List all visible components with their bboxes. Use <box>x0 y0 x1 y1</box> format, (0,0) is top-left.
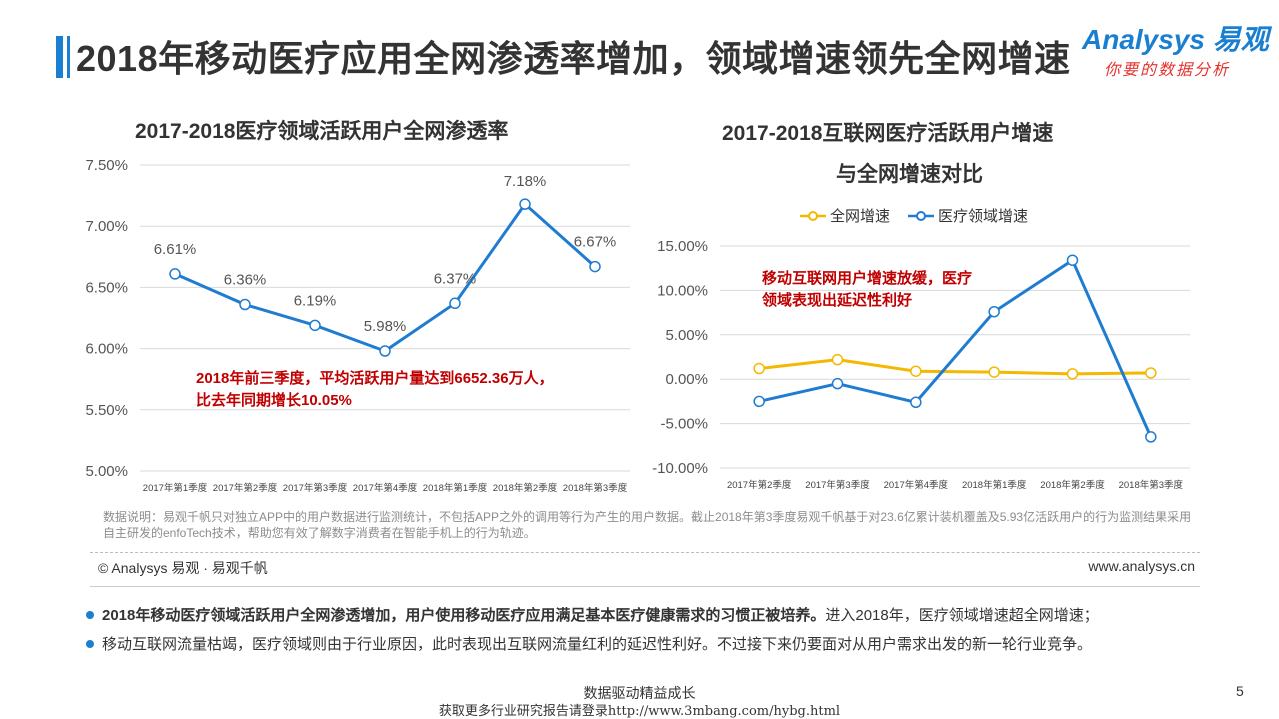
bullet-1-text: 进入2018年，医疗领域增速超全网增速； <box>825 607 1099 624</box>
right-ytick-label: 10.00% <box>657 282 708 299</box>
left-ytick-label: 5.00% <box>85 463 128 480</box>
legend-yellow-line-marker <box>800 210 826 221</box>
bullet-item-1: 2018年移动医疗领域活跃用户全网渗透增加，用户使用移动医疗应用满足基本医疗健康… <box>86 604 1099 625</box>
right-series-medical-point <box>988 305 1000 318</box>
left-data-point <box>379 345 391 357</box>
right-annotation-line2: 领域表现出延迟性利好 <box>762 292 913 309</box>
data-note: 数据说明：易观千帆只对独立APP中的用户数据进行监测统计，不包括APP之外的调用… <box>103 510 1192 540</box>
legend-blue-line-marker <box>908 210 935 221</box>
right-ytick-label: -10.00% <box>652 460 708 477</box>
analysys-logo: Analysys 易观 你要的数据分析 <box>1082 16 1269 82</box>
left-ytick-label: 6.50% <box>85 279 128 296</box>
footer-report-link[interactable]: 获取更多行业研究报告请登录http://www.3mbang.com/hybg.… <box>438 704 841 719</box>
left-data-label: 6.19% <box>294 292 337 309</box>
left-annotation-line1: 2018年前三季度，平均活跃用户量达到6652.36万人， <box>196 370 554 387</box>
right-series-medical-point <box>910 396 922 409</box>
legend-item-all-network: 全网增速 <box>800 205 890 226</box>
left-data-point <box>239 298 251 311</box>
title-accent-bar-thin <box>67 36 70 78</box>
logo-sub-text: 你要的数据分析 <box>1104 62 1231 79</box>
title-accent-bar <box>56 36 63 78</box>
right-ytick-label: 5.00% <box>665 327 708 344</box>
right-xtick-label: 2018年第3季度 <box>1119 479 1184 491</box>
solid-divider <box>90 586 1200 587</box>
right-ytick-label: 0.00% <box>665 371 708 388</box>
right-ytick-label: -5.00% <box>660 416 708 433</box>
left-xtick-label: 2017年第2季度 <box>213 482 278 494</box>
left-data-point <box>519 198 531 210</box>
left-data-point <box>449 297 461 310</box>
right-chart-title-line2: 与全网增速对比 <box>836 163 983 186</box>
right-series-medical-point <box>1145 431 1157 443</box>
left-ytick-label: 5.50% <box>85 402 128 419</box>
right-series-all-network-point <box>1145 367 1157 379</box>
bullet-dot-icon <box>86 610 94 619</box>
right-chart-title-line1: 2017-2018互联网医疗活跃用户增速 <box>722 122 1054 145</box>
left-data-point <box>589 260 601 273</box>
left-chart-title: 2017-2018医疗领域活跃用户全网渗透率 <box>135 120 509 143</box>
right-xtick-label: 2017年第2季度 <box>727 479 792 491</box>
left-ytick-label: 7.50% <box>85 157 128 174</box>
right-ytick-label: 15.00% <box>657 238 708 255</box>
left-ytick-label: 7.00% <box>85 218 128 235</box>
right-series-all-network-point <box>753 362 765 375</box>
left-data-label: 6.36% <box>224 272 267 289</box>
left-data-label: 7.18% <box>504 173 547 190</box>
right-series-all-network-line <box>758 358 1151 376</box>
dashed-divider <box>90 552 1200 553</box>
right-series-medical-point <box>831 377 844 390</box>
bullet-2-text: 移动互联网流量枯竭，医疗领域则由于行业原因，此时表现出互联网流量红利的延迟性利好… <box>102 636 1093 653</box>
right-chart-legend: 全网增速 医疗领域增速 <box>800 205 1028 226</box>
right-series-all-network-point <box>831 353 844 366</box>
right-series-all-network-point <box>988 366 1000 378</box>
right-annotation-line1: 移动互联网用户增速放缓，医疗 <box>762 270 973 287</box>
left-chart-annotation: 2018年前三季度，平均活跃用户量达到6652.36万人， 比去年同期增长10.… <box>196 368 554 412</box>
left-xtick-label: 2018年第1季度 <box>423 482 488 494</box>
footer-slogan: 数据驱动精益成长 <box>583 685 696 701</box>
bullet-dot-icon <box>86 639 94 648</box>
right-xtick-label: 2018年第1季度 <box>962 479 1027 491</box>
right-series-medical-point <box>753 395 765 408</box>
legend-item-medical: 医疗领域增速 <box>908 205 1028 226</box>
right-xtick-label: 2017年第3季度 <box>805 479 870 491</box>
right-series-all-network-point <box>910 365 922 377</box>
right-series-all-network-point <box>1066 368 1079 380</box>
right-series-medical-line <box>758 257 1153 438</box>
left-xtick-label: 2018年第2季度 <box>493 482 558 494</box>
right-series-medical-point <box>1066 254 1079 266</box>
left-data-label: 6.67% <box>574 234 617 251</box>
page-title: 2018年移动医疗应用全网渗透率增加，领域增速领先全网增速 <box>76 38 1071 79</box>
left-xtick-label: 2017年第1季度 <box>143 482 208 494</box>
left-xtick-label: 2017年第4季度 <box>353 482 418 494</box>
left-xtick-label: 2017年第3季度 <box>283 482 348 494</box>
right-xtick-label: 2017年第4季度 <box>884 479 949 491</box>
left-data-label: 6.61% <box>154 241 197 258</box>
bullet-item-2: 移动互联网流量枯竭，医疗领域则由于行业原因，此时表现出互联网流量红利的延迟性利好… <box>86 633 1092 654</box>
bullet-1-bold: 2018年移动医疗领域活跃用户全网渗透增加，用户使用移动医疗应用满足基本医疗健康… <box>102 607 826 624</box>
left-annotation-line2: 比去年同期增长10.05% <box>196 392 352 409</box>
legend-label-all-network: 全网增速 <box>830 208 891 225</box>
page-number: 5 <box>1236 683 1244 699</box>
logo-main-text: Analysys 易观 <box>1082 24 1269 55</box>
right-chart-annotation: 移动互联网用户增速放缓，医疗 领域表现出延迟性利好 <box>762 268 972 312</box>
website-link[interactable]: www.analysys.cn <box>1088 558 1195 574</box>
left-data-label: 5.98% <box>364 318 407 335</box>
left-data-point <box>169 268 181 280</box>
left-data-point <box>309 319 321 332</box>
legend-label-medical: 医疗领域增速 <box>938 208 1029 225</box>
left-data-label: 6.37% <box>434 270 477 287</box>
left-ytick-label: 6.00% <box>85 341 128 358</box>
copyright: © Analysys 易观 · 易观千帆 <box>98 560 268 576</box>
right-xtick-label: 2018年第2季度 <box>1040 479 1105 491</box>
left-xtick-label: 2018年第3季度 <box>563 482 628 494</box>
